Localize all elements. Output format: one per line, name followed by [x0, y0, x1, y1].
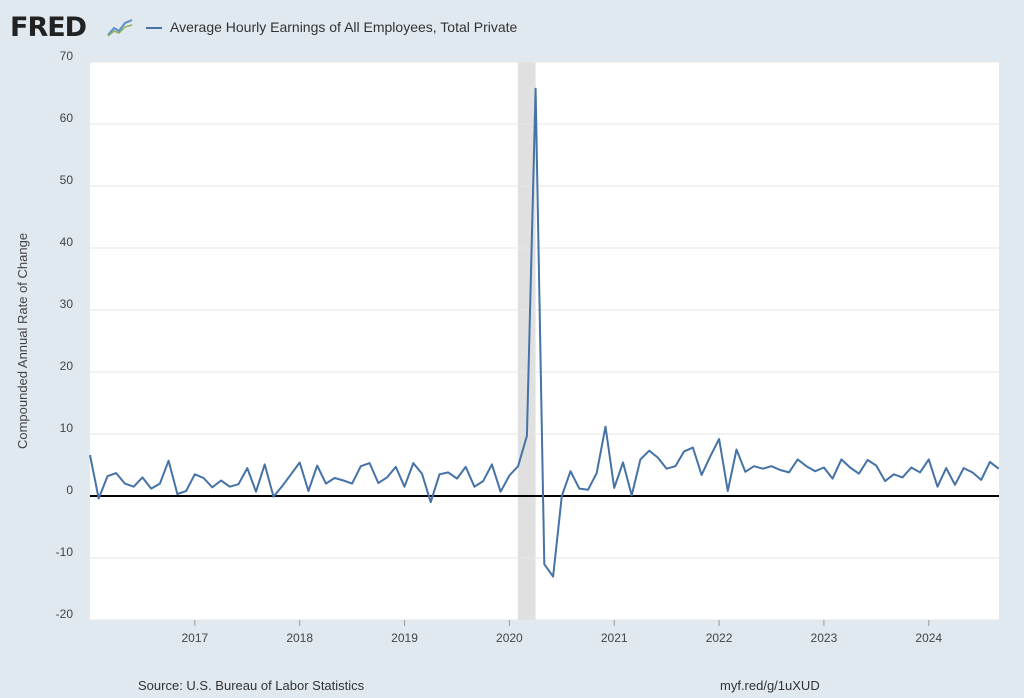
x-tick-label: 2024 — [915, 631, 942, 645]
x-tick-label: 2021 — [601, 631, 628, 645]
y-tick-label: -20 — [56, 607, 74, 621]
y-tick-label: 50 — [60, 173, 74, 187]
legend-label[interactable]: Average Hourly Earnings of All Employees… — [170, 19, 518, 35]
y-tick-label: 70 — [60, 49, 74, 63]
x-tick-label: 2017 — [181, 631, 208, 645]
y-tick-label: 10 — [60, 421, 74, 435]
fred-chart-icon — [107, 19, 133, 37]
short-url-link[interactable]: myf.red/g/1uXUD — [720, 678, 820, 693]
y-tick-label: -10 — [56, 545, 74, 559]
series-line[interactable] — [89, 87, 1000, 578]
y-tick-label: 60 — [60, 111, 74, 125]
y-tick-label: 40 — [60, 235, 74, 249]
source-note: Source: U.S. Bureau of Labor Statistics — [138, 678, 365, 693]
x-tick-label: 2022 — [706, 631, 733, 645]
fred-logo[interactable]: FRED — [10, 12, 87, 43]
y-tick-label: 20 — [60, 359, 74, 373]
y-axis-label: Compounded Annual Rate of Change — [15, 233, 30, 449]
y-tick-label: 30 — [60, 297, 74, 311]
x-tick-label: 2023 — [811, 631, 838, 645]
x-tick-label: 2018 — [286, 631, 313, 645]
x-tick-label: 2019 — [391, 631, 418, 645]
legend-swatch — [146, 27, 162, 29]
y-tick-label: 0 — [66, 483, 73, 497]
recession-shading — [517, 62, 536, 620]
x-tick-label: 2020 — [496, 631, 523, 645]
